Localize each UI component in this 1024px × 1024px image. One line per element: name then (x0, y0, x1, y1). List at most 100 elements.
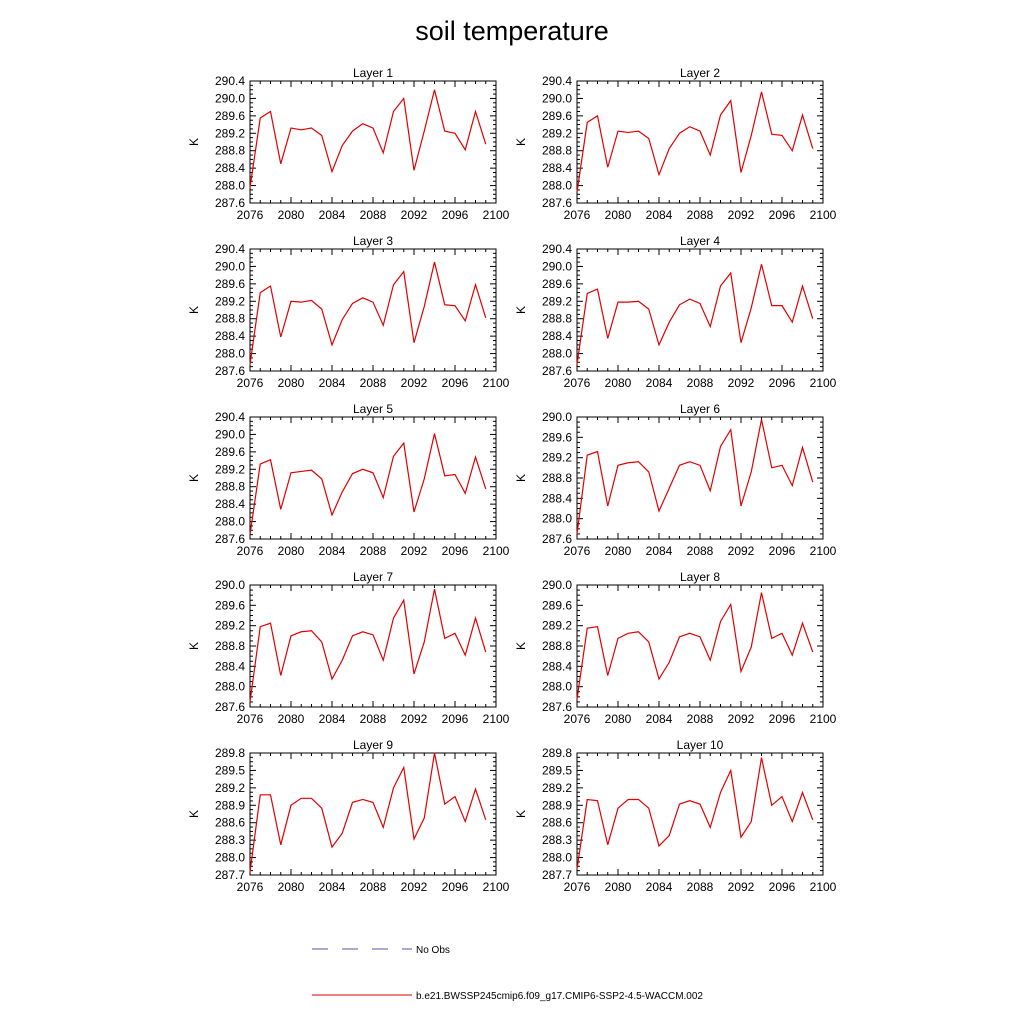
x-tick-label: 2092 (401, 208, 428, 222)
x-tick-label: 2080 (278, 208, 305, 222)
panel-layer-6: Layer 6 K 2076 2080 2084 2088 2092 2096 2100 287.… (514, 402, 837, 558)
x-tick-label: 2096 (442, 712, 469, 726)
x-tick-label: 2080 (278, 712, 305, 726)
x-tick-label: 2084 (319, 880, 346, 894)
y-tick-label: 288.8 (215, 480, 245, 494)
x-tick-label: 2088 (687, 880, 714, 894)
x-tick-label: 2100 (483, 544, 510, 558)
panel-layer-10: Layer 10 K 2076 2080 2084 2088 2092 2096 2100 287… (514, 738, 837, 894)
y-tick-label: 288.0 (542, 851, 572, 865)
x-tick-label: 2096 (769, 880, 796, 894)
x-tick-label: 2100 (483, 376, 510, 390)
y-tick-label: 289.2 (542, 451, 572, 465)
panel-layer-5: Layer 5 K 2076 2080 2084 2088 2092 2096 2100 287.… (187, 402, 510, 558)
x-tick-label: 2100 (483, 712, 510, 726)
y-tick-label: 288.8 (542, 639, 572, 653)
y-tick-label: 289.6 (542, 277, 572, 291)
y-tick-label: 289.2 (542, 619, 572, 633)
x-tick-label: 2088 (360, 880, 387, 894)
y-tick-label: 290.0 (215, 259, 245, 273)
y-tick-label: 289.5 (215, 763, 245, 777)
y-tick-label: 289.6 (215, 598, 245, 612)
y-axis-label: K (514, 138, 528, 146)
plot-frame (576, 416, 824, 540)
y-tick-label: 289.2 (542, 126, 572, 140)
x-tick-label: 2088 (360, 544, 387, 558)
panel-layer-1: Layer 1 K 2076 2080 2084 2088 2092 2096 2100 287.… (187, 66, 510, 222)
y-tick-label: 290.4 (215, 242, 245, 256)
y-tick-label: 288.0 (215, 179, 245, 193)
y-tick-label: 288.0 (542, 347, 572, 361)
plot-frame (249, 752, 497, 876)
x-tick-label: 2076 (237, 376, 264, 390)
x-tick-label: 2096 (769, 712, 796, 726)
x-tick-label: 2088 (687, 376, 714, 390)
y-tick-label: 289.6 (542, 109, 572, 123)
x-tick-label: 2100 (810, 880, 837, 894)
x-tick-label: 2100 (810, 544, 837, 558)
y-tick-label: 288.0 (215, 515, 245, 529)
x-tick-label: 2080 (278, 544, 305, 558)
y-tick-label: 290.4 (542, 74, 572, 88)
panel-title: Layer 1 (353, 66, 393, 80)
x-tick-label: 2080 (605, 880, 632, 894)
x-tick-label: 2092 (728, 880, 755, 894)
series-line-layer-8 (576, 592, 814, 700)
x-tick-label: 2084 (319, 376, 346, 390)
x-tick-label: 2076 (237, 544, 264, 558)
x-tick-label: 2076 (237, 880, 264, 894)
x-tick-label: 2092 (401, 880, 428, 894)
y-tick-label: 290.0 (215, 578, 245, 592)
y-tick-label: 289.8 (215, 746, 245, 760)
panel-layer-4: Layer 4 K 2076 2080 2084 2088 2092 2096 2100 287.… (514, 234, 837, 390)
x-tick-label: 2088 (687, 208, 714, 222)
y-tick-label: 290.0 (542, 91, 572, 105)
x-tick-label: 2092 (728, 376, 755, 390)
plot-frame (576, 584, 824, 708)
x-tick-label: 2076 (237, 712, 264, 726)
y-tick-label: 290.4 (542, 242, 572, 256)
y-tick-label: 289.6 (215, 277, 245, 291)
x-tick-label: 2088 (687, 712, 714, 726)
panel-title: Layer 7 (353, 570, 393, 584)
x-tick-label: 2080 (605, 376, 632, 390)
x-tick-label: 2096 (769, 376, 796, 390)
x-tick-label: 2092 (401, 544, 428, 558)
x-tick-label: 2080 (605, 208, 632, 222)
x-tick-label: 2096 (769, 208, 796, 222)
y-axis-label: K (514, 474, 528, 482)
y-tick-label: 290.4 (215, 410, 245, 424)
x-tick-label: 2096 (442, 880, 469, 894)
y-tick-label: 288.8 (542, 471, 572, 485)
y-tick-label: 288.0 (542, 512, 572, 526)
y-tick-label: 288.6 (542, 816, 572, 830)
panel-layer-9: Layer 9 K 2076 2080 2084 2088 2092 2096 2100 287.… (187, 738, 510, 894)
panel-layer-3: Layer 3 K 2076 2080 2084 2088 2092 2096 2100 287.… (187, 234, 510, 390)
y-tick-label: 289.2 (215, 462, 245, 476)
x-tick-label: 2100 (810, 208, 837, 222)
y-tick-label: 288.8 (215, 639, 245, 653)
series-line-layer-4 (576, 264, 814, 365)
y-tick-label: 289.2 (542, 294, 572, 308)
x-tick-label: 2100 (810, 376, 837, 390)
y-tick-label: 287.6 (542, 196, 572, 210)
x-tick-label: 2092 (728, 544, 755, 558)
y-axis-label: K (514, 642, 528, 650)
y-tick-label: 288.3 (215, 833, 245, 847)
y-tick-label: 288.4 (542, 329, 572, 343)
x-tick-label: 2088 (360, 208, 387, 222)
x-tick-label: 2096 (442, 544, 469, 558)
y-tick-label: 288.4 (215, 659, 245, 673)
x-tick-label: 2100 (483, 208, 510, 222)
y-tick-label: 289.2 (542, 781, 572, 795)
y-tick-label: 290.0 (542, 410, 572, 424)
figure-title: soil temperature (415, 16, 609, 46)
plot-frame (576, 752, 824, 876)
y-tick-label: 289.2 (215, 619, 245, 633)
x-tick-label: 2076 (564, 376, 591, 390)
y-tick-label: 289.6 (215, 109, 245, 123)
plot-frame (249, 584, 497, 708)
y-axis-label: K (187, 306, 201, 314)
y-tick-label: 287.6 (215, 364, 245, 378)
series-line-layer-2 (576, 91, 814, 193)
